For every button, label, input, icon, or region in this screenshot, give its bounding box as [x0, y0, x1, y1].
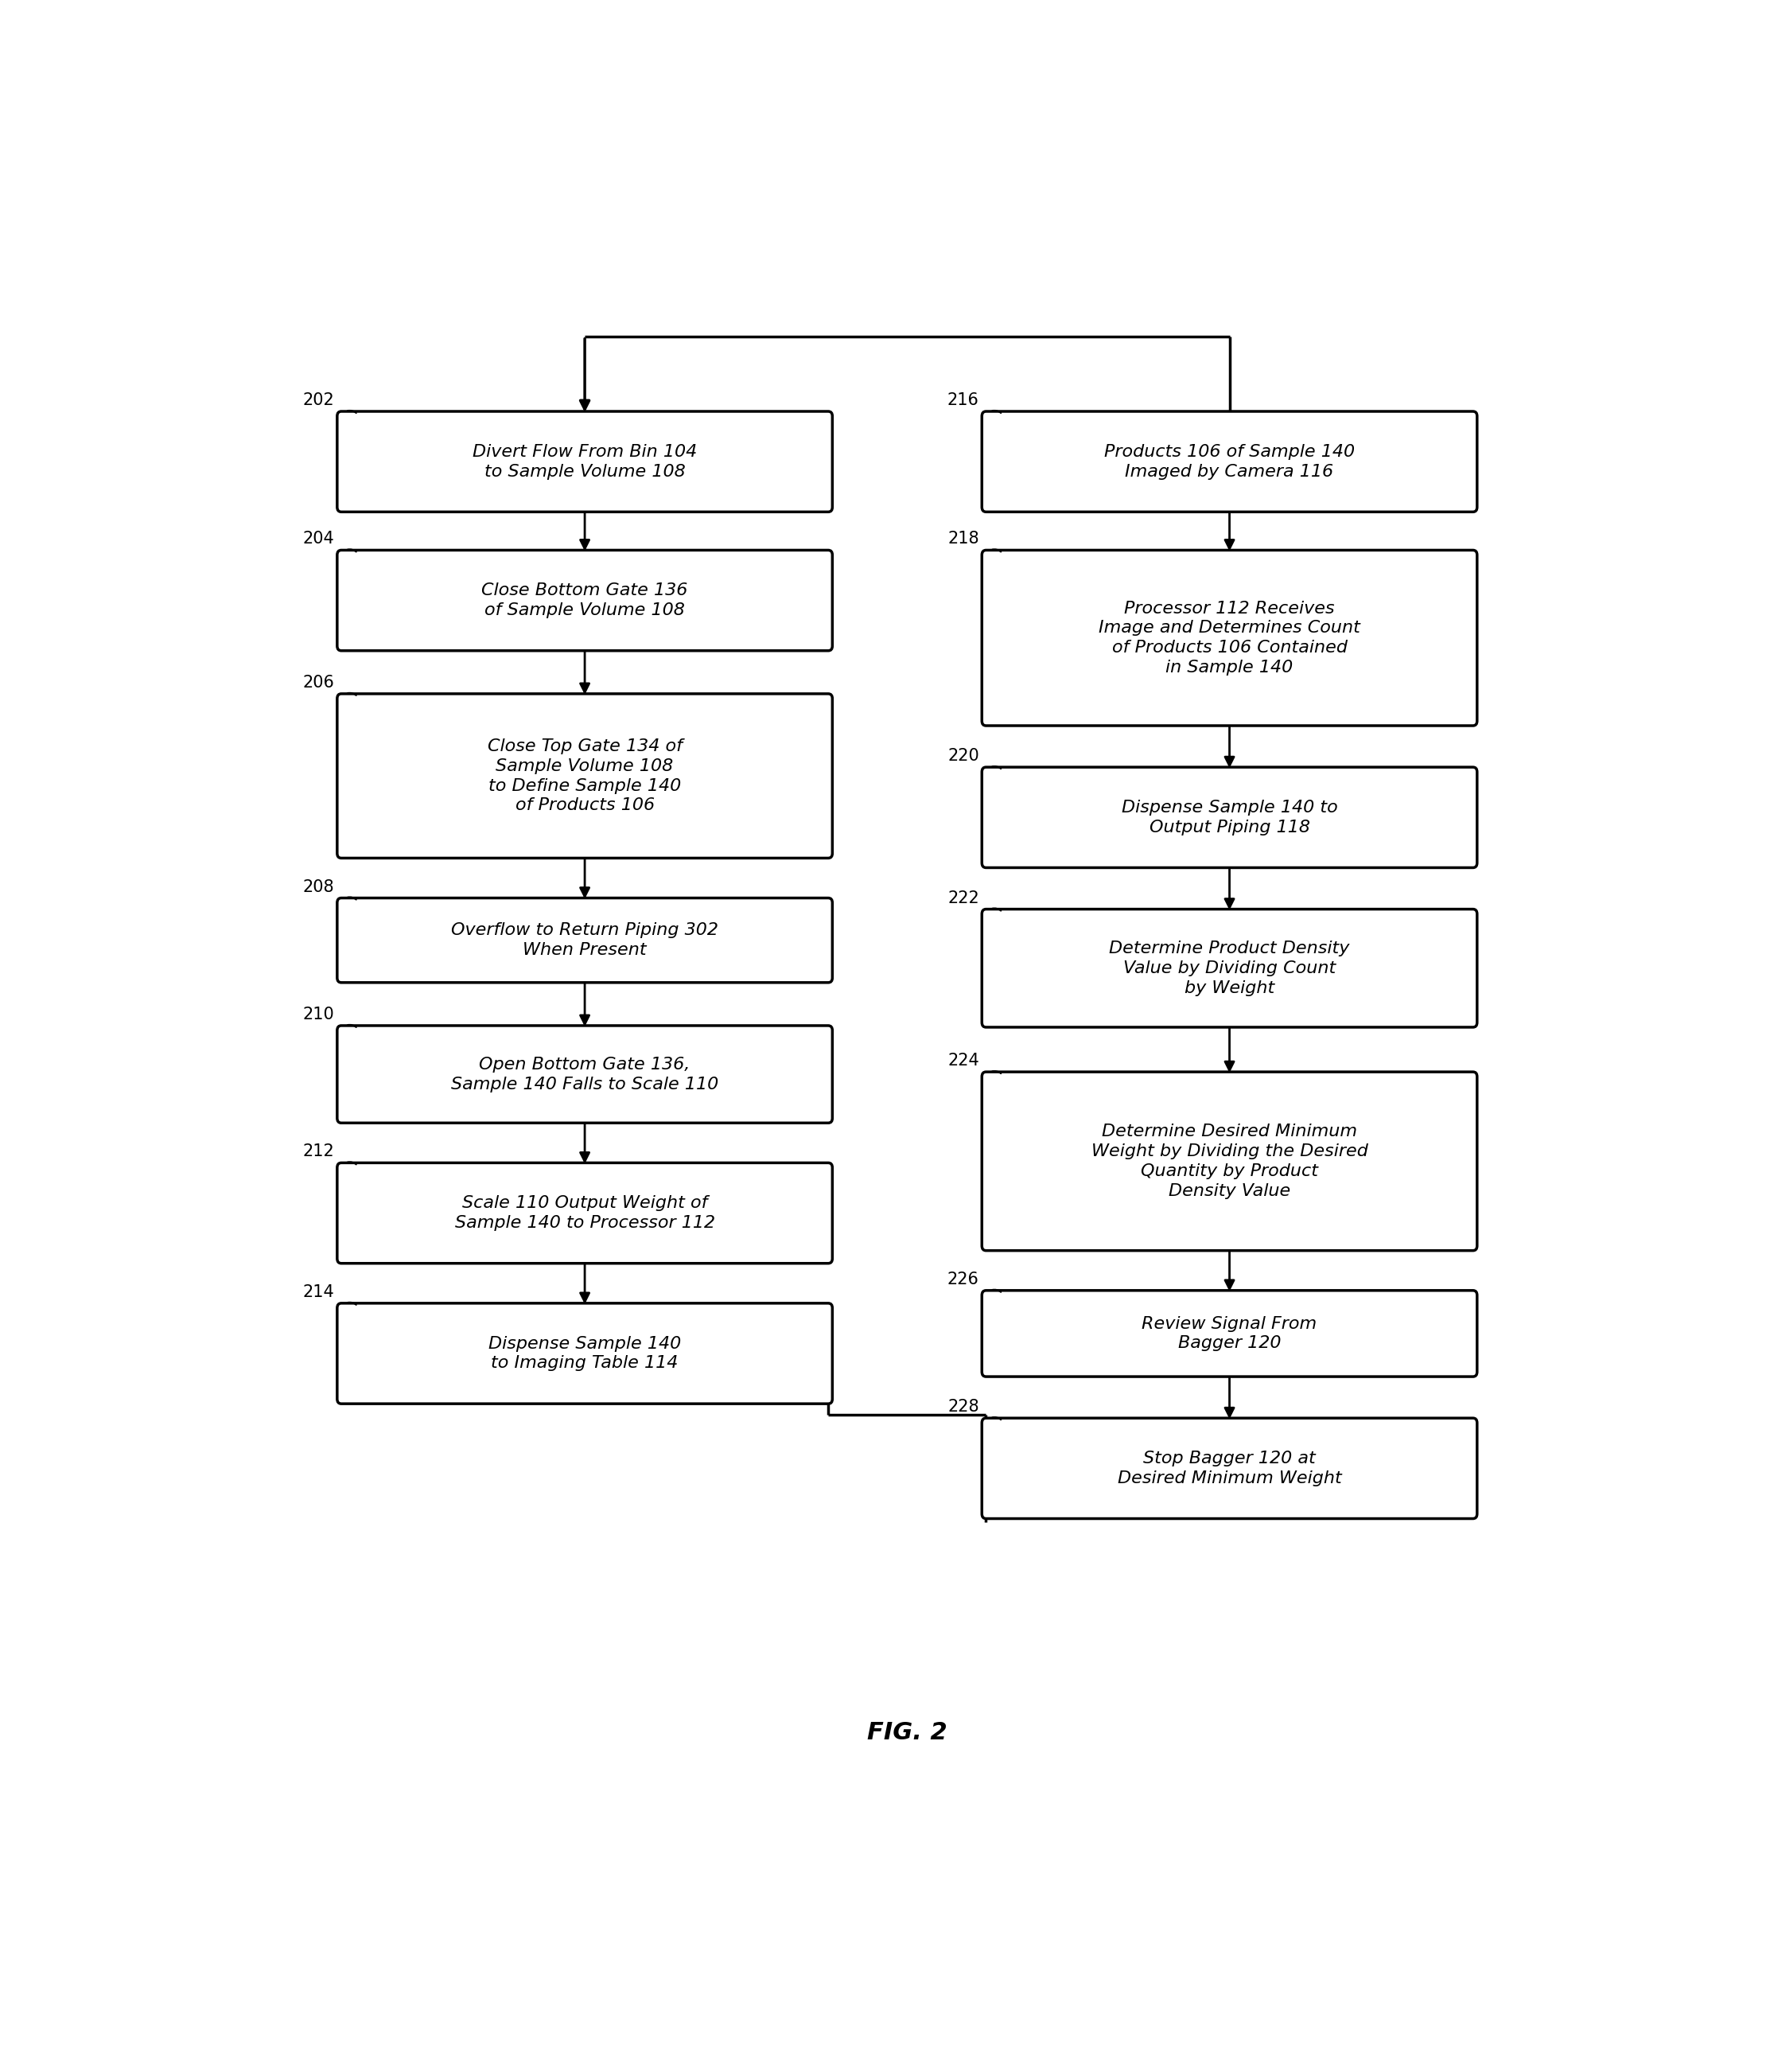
FancyBboxPatch shape	[336, 551, 832, 651]
Text: Determine Product Density
Value by Dividing Count
by Weight: Determine Product Density Value by Divid…	[1110, 941, 1351, 997]
Text: 212: 212	[303, 1144, 335, 1160]
Text: 202: 202	[303, 392, 335, 408]
FancyBboxPatch shape	[982, 1071, 1478, 1251]
FancyBboxPatch shape	[336, 694, 832, 858]
FancyBboxPatch shape	[982, 910, 1478, 1028]
Text: Scale 110 Output Weight of
Sample 140 to Processor 112: Scale 110 Output Weight of Sample 140 to…	[455, 1196, 715, 1231]
Text: 206: 206	[303, 675, 335, 690]
Text: 204: 204	[303, 530, 335, 547]
Text: 218: 218	[947, 530, 979, 547]
Text: FIG. 2: FIG. 2	[867, 1722, 947, 1745]
FancyBboxPatch shape	[336, 897, 832, 982]
Text: 222: 222	[947, 891, 979, 905]
Text: Close Bottom Gate 136
of Sample Volume 108: Close Bottom Gate 136 of Sample Volume 1…	[481, 582, 689, 617]
Text: Close Top Gate 134 of
Sample Volume 108
to Define Sample 140
of Products 106: Close Top Gate 134 of Sample Volume 108 …	[487, 738, 681, 814]
Text: Overflow to Return Piping 302
When Present: Overflow to Return Piping 302 When Prese…	[451, 922, 719, 957]
Text: Processor 112 Receives
Image and Determines Count
of Products 106 Contained
in S: Processor 112 Receives Image and Determi…	[1099, 601, 1361, 675]
Text: Determine Desired Minimum
Weight by Dividing the Desired
Quantity by Product
Den: Determine Desired Minimum Weight by Divi…	[1090, 1123, 1368, 1200]
Text: 216: 216	[947, 392, 979, 408]
FancyBboxPatch shape	[982, 551, 1478, 725]
Text: Review Signal From
Bagger 120: Review Signal From Bagger 120	[1142, 1316, 1317, 1351]
Text: 214: 214	[303, 1285, 335, 1299]
Text: 208: 208	[303, 879, 335, 895]
Text: Dispense Sample 140
to Imaging Table 114: Dispense Sample 140 to Imaging Table 114	[489, 1336, 681, 1372]
FancyBboxPatch shape	[982, 1417, 1478, 1519]
Text: Open Bottom Gate 136,
Sample 140 Falls to Scale 110: Open Bottom Gate 136, Sample 140 Falls t…	[451, 1057, 719, 1092]
FancyBboxPatch shape	[336, 1026, 832, 1123]
Text: Stop Bagger 120 at
Desired Minimum Weight: Stop Bagger 120 at Desired Minimum Weigh…	[1117, 1450, 1342, 1486]
FancyBboxPatch shape	[336, 412, 832, 512]
Text: Dispense Sample 140 to
Output Piping 118: Dispense Sample 140 to Output Piping 118	[1122, 800, 1338, 835]
Text: 226: 226	[947, 1272, 979, 1287]
Text: Divert Flow From Bin 104
to Sample Volume 108: Divert Flow From Bin 104 to Sample Volum…	[473, 443, 697, 479]
FancyBboxPatch shape	[336, 1162, 832, 1264]
Text: 228: 228	[947, 1399, 979, 1415]
Text: Products 106 of Sample 140
Imaged by Camera 116: Products 106 of Sample 140 Imaged by Cam…	[1104, 443, 1354, 479]
FancyBboxPatch shape	[982, 412, 1478, 512]
FancyBboxPatch shape	[336, 1303, 832, 1403]
FancyBboxPatch shape	[982, 767, 1478, 868]
FancyBboxPatch shape	[982, 1291, 1478, 1376]
Text: 224: 224	[947, 1053, 979, 1069]
Text: 220: 220	[947, 748, 979, 765]
Text: 210: 210	[303, 1007, 335, 1021]
